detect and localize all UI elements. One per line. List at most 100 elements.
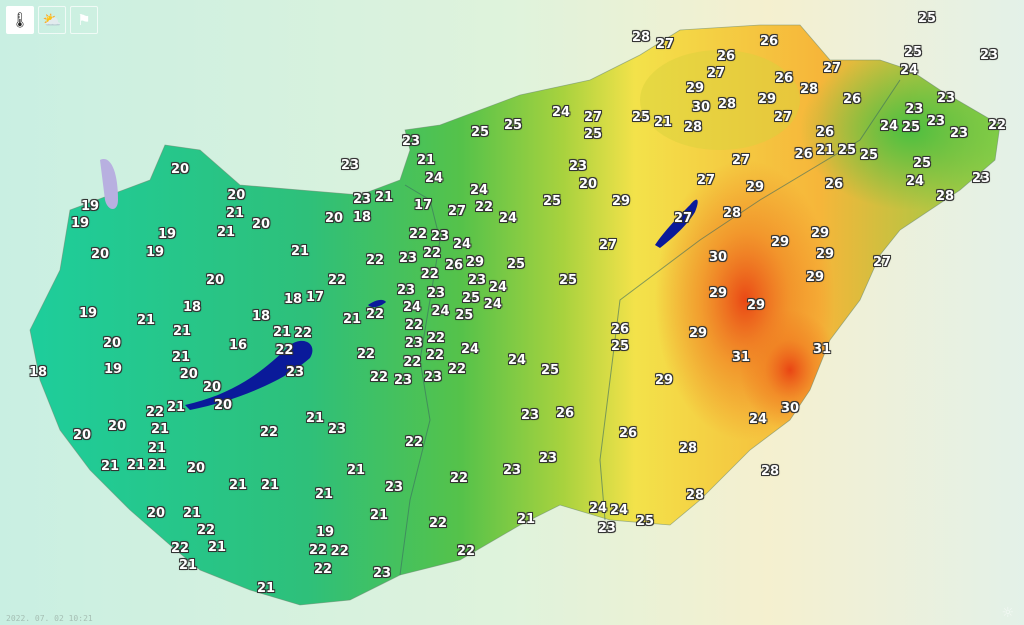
temperature-label[interactable]: 22 [422, 245, 442, 261]
temperature-label[interactable]: 25 [506, 256, 526, 272]
temperature-label[interactable]: 21 [207, 539, 227, 555]
temperature-label[interactable]: 19 [78, 305, 98, 321]
temperature-label[interactable]: 25 [635, 513, 655, 529]
temperature-label[interactable]: 30 [691, 99, 711, 115]
temperature-label[interactable]: 26 [610, 321, 630, 337]
temperature-label[interactable]: 29 [770, 234, 790, 250]
temperature-label[interactable]: 21 [178, 557, 198, 573]
temperature-label[interactable]: 29 [688, 325, 708, 341]
flag-layer-button[interactable]: ⚑ [70, 6, 98, 34]
temperature-label[interactable]: 30 [780, 400, 800, 416]
temperature-label[interactable]: 24 [899, 62, 919, 78]
temperature-label[interactable]: 28 [683, 119, 703, 135]
temperature-label[interactable]: 27 [655, 36, 675, 52]
temperature-label[interactable]: 22 [327, 272, 347, 288]
temperature-label[interactable]: 28 [799, 81, 819, 97]
temperature-label[interactable]: 21 [172, 323, 192, 339]
temperature-label[interactable]: 24 [905, 173, 925, 189]
temperature-label[interactable]: 29 [654, 372, 674, 388]
temperature-label[interactable]: 27 [872, 254, 892, 270]
temperature-label[interactable]: 27 [696, 172, 716, 188]
temperature-label[interactable]: 21 [815, 142, 835, 158]
temperature-label[interactable]: 23 [905, 102, 924, 118]
temperature-label[interactable]: 24 [588, 500, 608, 516]
temperature-label[interactable]: 23 [502, 462, 522, 478]
temperature-label[interactable]: 21 [150, 422, 170, 438]
temperature-label[interactable]: 19 [145, 244, 165, 260]
temperature-label[interactable]: 22 [428, 515, 448, 531]
temperature-label[interactable]: 22 [408, 226, 428, 242]
temperature-label[interactable]: 25 [558, 272, 578, 288]
temperature-label[interactable]: 23 [384, 479, 404, 495]
temperature-label[interactable]: 25 [503, 117, 523, 133]
temperature-label[interactable]: 23 [949, 125, 969, 141]
temperature-label[interactable]: 28 [935, 188, 955, 204]
temperature-label[interactable]: 26 [774, 70, 794, 86]
temperature-label[interactable]: 25 [470, 124, 490, 140]
temperature-label[interactable]: 23 [520, 407, 540, 423]
temperature-label[interactable]: 21 [228, 477, 248, 493]
temperature-label[interactable]: 23 [401, 133, 421, 149]
temperature-label[interactable]: 24 [507, 352, 527, 368]
temperature-label[interactable]: 22 [369, 369, 389, 385]
temperature-label[interactable]: 21 [374, 189, 394, 205]
temperature-label[interactable]: 29 [708, 285, 728, 301]
temperature-label[interactable]: 27 [598, 237, 618, 253]
temperature-label[interactable]: 20 [213, 397, 233, 413]
temperature-label[interactable]: 29 [745, 179, 765, 195]
temperature-label[interactable]: 26 [842, 91, 862, 107]
temperature-label[interactable]: 21 [290, 243, 310, 259]
temperature-layer-button[interactable]: 🌡 [6, 6, 34, 34]
temperature-label[interactable]: 25 [455, 308, 474, 324]
temperature-label[interactable]: 21 [166, 399, 186, 415]
temperature-label[interactable]: 20 [251, 216, 271, 232]
temperature-label[interactable]: 26 [815, 124, 835, 140]
temperature-label[interactable]: 21 [305, 410, 325, 426]
temperature-label[interactable]: 29 [465, 254, 485, 270]
temperature-label[interactable]: 22 [275, 342, 294, 358]
temperature-label[interactable]: 22 [170, 540, 190, 556]
temperature-label[interactable]: 24 [609, 502, 629, 518]
temperature-label[interactable]: 23 [340, 157, 360, 173]
temperature-label[interactable]: 29 [815, 246, 835, 262]
temperature-label[interactable]: 22 [365, 306, 385, 322]
temperature-label[interactable]: 25 [912, 155, 932, 171]
temperature-label[interactable]: 25 [917, 10, 937, 26]
temperature-label[interactable]: 21 [136, 312, 156, 328]
temperature-label[interactable]: 21 [272, 324, 292, 340]
temperature-label[interactable]: 23 [430, 228, 450, 244]
temperature-label[interactable]: 23 [467, 273, 487, 289]
temperature-label[interactable]: 27 [583, 109, 603, 125]
temperature-label[interactable]: 31 [812, 341, 832, 357]
temperature-label[interactable]: 26 [618, 425, 638, 441]
temperature-label[interactable]: 19 [70, 215, 90, 231]
temperature-label[interactable]: 20 [324, 210, 344, 226]
temperature-label[interactable]: 24 [424, 170, 444, 186]
temperature-label[interactable]: 25 [461, 290, 481, 306]
temperature-label[interactable]: 30 [708, 249, 728, 265]
temperature-label[interactable]: 22 [448, 362, 467, 378]
temperature-label[interactable]: 26 [824, 176, 844, 192]
temperature-label[interactable]: 18 [251, 308, 271, 324]
temperature-label[interactable]: 20 [102, 335, 122, 351]
temperature-label[interactable]: 23 [979, 47, 999, 63]
temperature-label[interactable]: 27 [822, 60, 842, 76]
temperature-label[interactable]: 23 [936, 90, 956, 106]
temperature-label[interactable]: 22 [259, 424, 279, 440]
temperature-label[interactable]: 22 [145, 404, 165, 420]
temperature-label[interactable]: 22 [313, 561, 333, 577]
temperature-label[interactable]: 23 [372, 565, 392, 581]
temperature-label[interactable]: 21 [516, 511, 536, 527]
temperature-label[interactable]: 23 [597, 521, 616, 537]
temperature-label[interactable]: 25 [859, 147, 879, 163]
temperature-label[interactable]: 20 [107, 418, 127, 434]
temperature-label[interactable]: 22 [365, 252, 385, 268]
temperature-label[interactable]: 18 [283, 291, 303, 307]
temperature-label[interactable]: 20 [227, 188, 246, 204]
temperature-label[interactable]: 23 [404, 336, 423, 352]
temperature-label[interactable]: 23 [352, 191, 372, 207]
temperature-label[interactable]: 22 [426, 330, 446, 346]
temperature-label[interactable]: 21 [225, 205, 245, 221]
temperature-label[interactable]: 24 [460, 341, 480, 357]
temperature-label[interactable]: 22 [196, 522, 216, 538]
